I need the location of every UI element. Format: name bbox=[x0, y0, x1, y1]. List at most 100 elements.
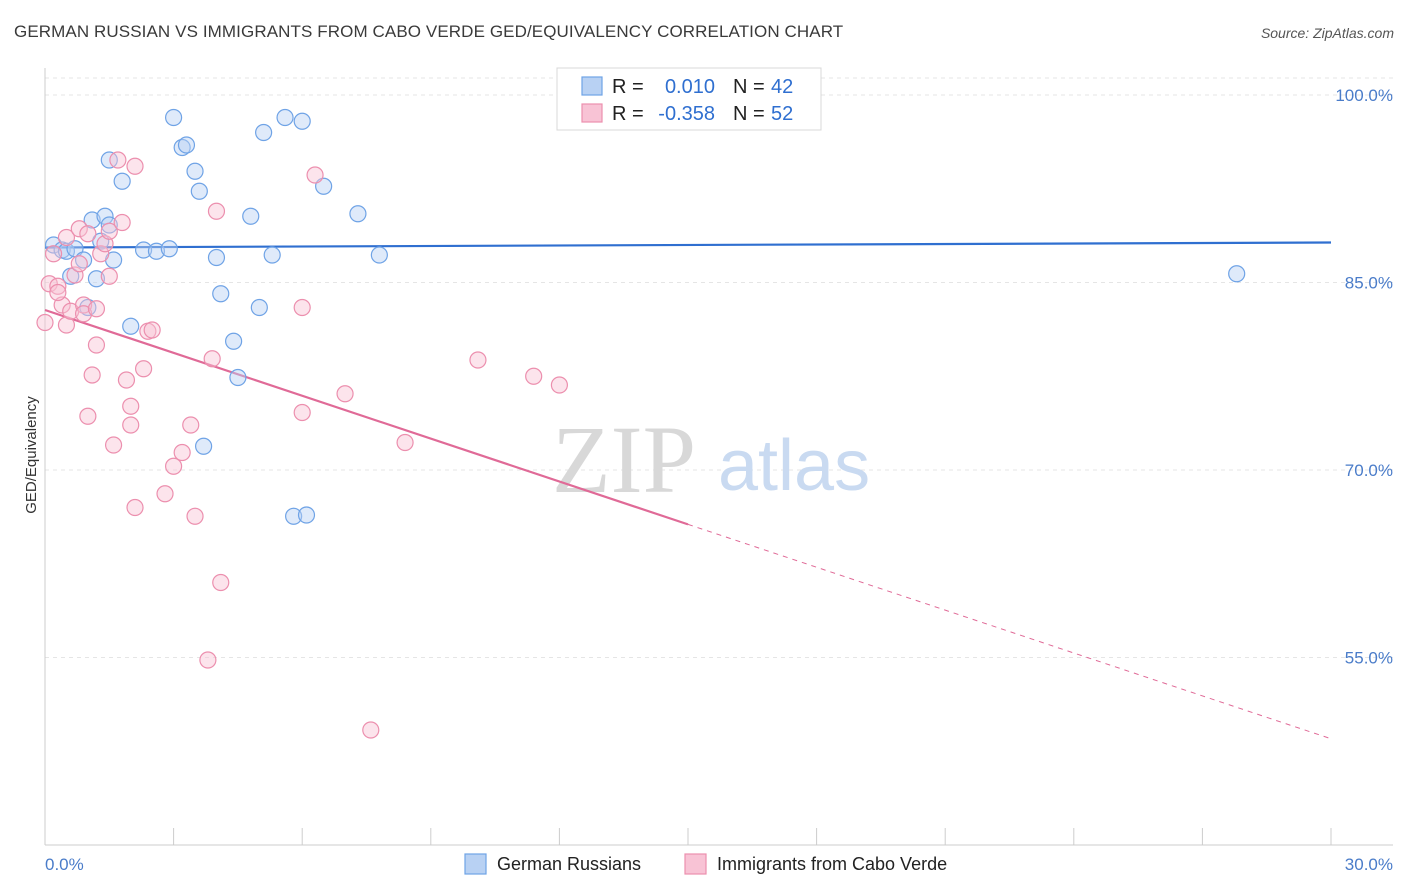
data-point-cabo-verde bbox=[122, 397, 140, 415]
data-point-german-russians bbox=[229, 368, 247, 387]
data-point-german-russians bbox=[147, 242, 166, 260]
y-tick-label: 100.0% bbox=[1335, 86, 1393, 105]
data-point-cabo-verde bbox=[66, 266, 84, 284]
data-point-german-russians bbox=[255, 123, 273, 142]
data-point-cabo-verde bbox=[87, 336, 106, 354]
data-point-german-russians bbox=[1228, 265, 1246, 283]
data-point-german-russians bbox=[370, 246, 388, 264]
legend-n-label: N = bbox=[733, 103, 765, 125]
data-point-german-russians bbox=[276, 108, 294, 127]
data-point-cabo-verde bbox=[83, 366, 101, 384]
y-tick-label: 70.0% bbox=[1345, 461, 1393, 480]
data-point-german-russians bbox=[293, 112, 311, 130]
source-label: Source: ZipAtlas.com bbox=[1260, 25, 1394, 41]
data-point-cabo-verde bbox=[74, 305, 93, 323]
trend-line bbox=[44, 241, 1332, 249]
x-tick-label: 0.0% bbox=[45, 855, 84, 874]
data-point-cabo-verde bbox=[113, 213, 131, 232]
data-point-german-russians bbox=[285, 507, 303, 525]
data-point-cabo-verde bbox=[122, 416, 140, 434]
data-point-cabo-verde bbox=[70, 255, 88, 273]
legend-swatch bbox=[684, 853, 707, 875]
bottom-legend: German Russians Immigrants from Cabo Verd… bbox=[464, 853, 947, 875]
legend-n-value: 42 bbox=[771, 76, 793, 98]
data-point-german-russians bbox=[177, 136, 196, 154]
legend-n-label: N = bbox=[733, 76, 765, 98]
data-point-cabo-verde bbox=[469, 351, 487, 369]
legend-r-label: R = bbox=[612, 103, 644, 125]
legend-swatch bbox=[581, 76, 603, 96]
data-point-german-russians bbox=[297, 506, 316, 524]
data-point-cabo-verde bbox=[49, 277, 67, 295]
legend-r-label: R = bbox=[612, 76, 644, 98]
data-point-cabo-verde bbox=[109, 151, 127, 169]
legend-swatch bbox=[581, 103, 603, 123]
legend-n-value: 52 bbox=[771, 103, 793, 125]
data-point-german-russians bbox=[122, 317, 140, 335]
data-point-german-russians bbox=[113, 172, 131, 190]
data-point-cabo-verde bbox=[293, 403, 311, 422]
data-point-cabo-verde bbox=[70, 220, 88, 238]
watermark-zip: ZIP bbox=[552, 406, 696, 513]
data-point-german-russians bbox=[212, 285, 230, 303]
data-point-cabo-verde bbox=[173, 443, 191, 462]
data-point-cabo-verde bbox=[525, 367, 543, 385]
data-point-cabo-verde bbox=[117, 371, 136, 389]
data-point-cabo-verde bbox=[182, 416, 200, 434]
data-point-cabo-verde bbox=[199, 651, 217, 669]
data-point-german-russians bbox=[242, 207, 260, 225]
legend-box: R = 0.010 N = 42 R = -0.358 N = 52 bbox=[556, 67, 822, 131]
legend-r-value: 0.010 bbox=[665, 76, 715, 98]
y-axis-label: GED/Equivalency bbox=[23, 396, 40, 514]
data-point-german-russians bbox=[263, 246, 281, 264]
data-point-cabo-verde bbox=[336, 385, 354, 403]
data-point-cabo-verde bbox=[57, 228, 76, 247]
data-point-german-russians bbox=[190, 182, 208, 200]
data-point-german-russians bbox=[83, 211, 101, 229]
data-point-german-russians bbox=[186, 162, 204, 180]
data-point-german-russians bbox=[134, 241, 153, 259]
trend-line-extension bbox=[687, 523, 1332, 740]
data-point-cabo-verde bbox=[143, 321, 161, 339]
data-point-cabo-verde bbox=[126, 498, 144, 517]
data-point-german-russians bbox=[250, 298, 268, 317]
data-point-cabo-verde bbox=[49, 283, 67, 302]
data-point-cabo-verde bbox=[87, 300, 106, 318]
data-point-cabo-verde bbox=[100, 267, 118, 285]
x-tick-label: 30.0% bbox=[1345, 855, 1393, 874]
legend-swatch bbox=[464, 853, 487, 875]
data-point-german-russians bbox=[349, 205, 367, 223]
data-point-cabo-verde bbox=[212, 573, 230, 592]
data-point-cabo-verde bbox=[156, 485, 174, 503]
data-point-cabo-verde bbox=[293, 298, 311, 317]
data-point-german-russians bbox=[87, 270, 106, 288]
watermark-atlas: atlas bbox=[718, 426, 870, 506]
data-point-cabo-verde bbox=[207, 202, 226, 220]
y-tick-label: 55.0% bbox=[1345, 649, 1393, 668]
data-point-cabo-verde bbox=[79, 225, 97, 243]
data-point-german-russians bbox=[195, 437, 213, 455]
trend-lines bbox=[44, 241, 1332, 740]
data-point-cabo-verde bbox=[126, 157, 144, 175]
data-point-cabo-verde bbox=[92, 245, 110, 263]
data-point-cabo-verde bbox=[306, 166, 324, 184]
axes bbox=[44, 68, 1393, 846]
data-point-cabo-verde bbox=[186, 507, 204, 525]
data-point-german-russians bbox=[100, 216, 118, 234]
data-point-cabo-verde bbox=[79, 407, 97, 425]
data-point-german-russians bbox=[165, 108, 183, 127]
y-tick-labels: 55.0% 70.0% 85.0% 100.0% bbox=[1335, 86, 1393, 668]
data-point-german-russians bbox=[225, 332, 243, 350]
data-point-cabo-verde bbox=[396, 433, 414, 452]
chart-title: GERMAN RUSSIAN VS IMMIGRANTS FROM CABO V… bbox=[14, 22, 844, 41]
data-point-cabo-verde bbox=[74, 296, 93, 314]
x-tick-labels: 0.0% 30.0% bbox=[45, 855, 1393, 874]
data-point-cabo-verde bbox=[134, 360, 153, 378]
legend-r-value: -0.358 bbox=[658, 103, 715, 125]
data-point-cabo-verde bbox=[362, 721, 380, 739]
data-point-cabo-verde bbox=[57, 316, 76, 334]
legend-series-name: Immigrants from Cabo Verde bbox=[717, 854, 947, 874]
gridlines bbox=[45, 77, 1393, 658]
watermark: ZIP atlas bbox=[552, 406, 870, 513]
